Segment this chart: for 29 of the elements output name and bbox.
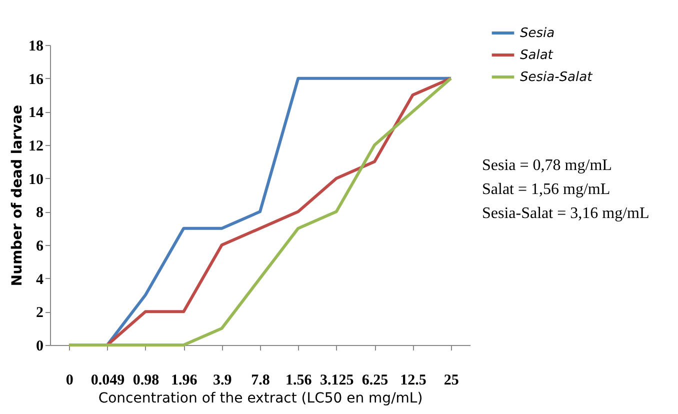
x-tick-label: 1.96 xyxy=(171,372,198,388)
x-tick-label: 3.125 xyxy=(320,372,354,388)
x-tick-label: 7.8 xyxy=(251,372,270,388)
y-tick-label: 10 xyxy=(28,172,44,188)
x-tick-label: 6.25 xyxy=(362,372,388,388)
x-tick-label: 0.049 xyxy=(90,372,125,388)
y-tick-label: 14 xyxy=(28,105,44,122)
x-tick-label: 0 xyxy=(66,372,74,388)
y-tick-label: 4 xyxy=(36,272,44,288)
y-tick-label: 18 xyxy=(28,38,44,54)
x-axis-title: Concentration of the extract (LC50 en mg/mL) xyxy=(98,390,423,406)
x-tick-label: 0.98 xyxy=(132,372,160,388)
y-tick-label: 16 xyxy=(28,72,44,88)
y-tick-label: 0 xyxy=(36,338,44,354)
text: Salat = 1,56 mg/mL xyxy=(482,181,610,198)
y-tick-label: 6 xyxy=(36,238,44,254)
y-axis-title: Number of dead larvae xyxy=(10,104,26,286)
x-tick-label: 1.56 xyxy=(286,372,312,388)
x-tick-label: 25 xyxy=(444,372,459,388)
text: Sesia-Salat = 3,16 mg/mL xyxy=(482,205,650,222)
text: Sesia = 0,78 mg/mL xyxy=(482,157,612,174)
x-tick-label: 12.5 xyxy=(400,372,426,388)
y-tick-label: 12 xyxy=(28,138,44,154)
legend-label: Sesia-Salat xyxy=(520,70,594,85)
y-tick-label: 8 xyxy=(36,205,44,222)
legend-label: Sesia xyxy=(520,26,555,41)
legend-label: Salat xyxy=(520,48,554,63)
y-tick-label: 2 xyxy=(36,305,44,322)
x-tick-label: 3.9 xyxy=(212,372,232,388)
